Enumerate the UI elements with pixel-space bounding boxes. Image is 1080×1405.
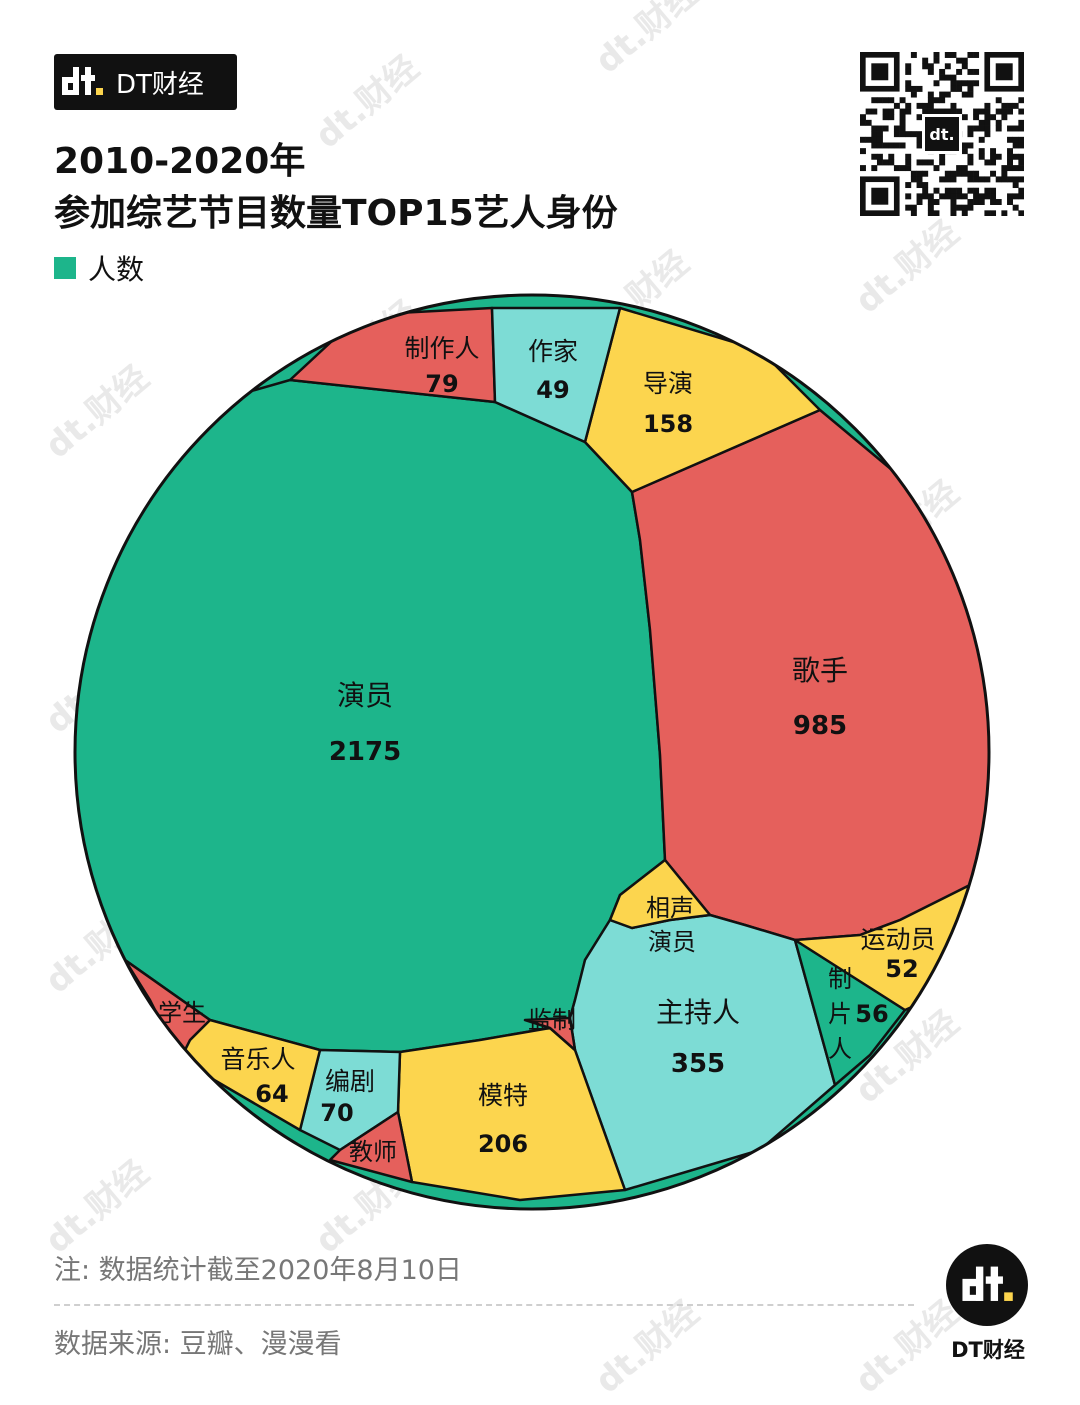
cell-value: 64 xyxy=(255,1080,288,1108)
cell-11 xyxy=(523,1016,577,1052)
cell-value: 985 xyxy=(793,711,847,741)
cell-label: 教师 xyxy=(349,1138,397,1166)
cell-label: 主持人 xyxy=(656,996,740,1029)
cell-label: 监制 xyxy=(528,1006,576,1034)
labels-group: 演员 2175 歌手 985 主持人 355 模特 206 导演 158 制作人 79 编剧 70 音乐人 6… xyxy=(158,334,936,1166)
dt-logo-icon xyxy=(54,54,110,110)
cell-label: 制 xyxy=(828,965,852,993)
brand-name: DT财经 xyxy=(116,69,204,100)
cell-label: 相声 xyxy=(646,894,694,922)
title-line-2: 参加综艺节目数量TOP15艺人身份 xyxy=(54,193,618,234)
cell-label: 制作人 xyxy=(404,334,479,363)
legend: 人数 xyxy=(54,248,144,288)
cell-label: 演员 xyxy=(648,928,696,956)
cell-value: 206 xyxy=(478,1130,528,1158)
cell-label: 作家 xyxy=(528,337,578,366)
cells-group xyxy=(75,295,989,1209)
cell-value: 79 xyxy=(425,370,458,398)
svg-text:dt.: dt. xyxy=(929,125,954,144)
cell-label: 歌手 xyxy=(792,654,848,687)
bottom-logo-text: DT财经 xyxy=(951,1338,1025,1362)
cell-value: 49 xyxy=(536,376,569,404)
cell-10 xyxy=(490,306,622,444)
chart-outline xyxy=(73,293,991,1211)
cell-label: 片 xyxy=(828,1000,852,1028)
cell-value: 70 xyxy=(320,1099,353,1127)
cell-value: 158 xyxy=(643,410,693,438)
cell-value: 56 xyxy=(855,1000,888,1028)
cell-label: 人 xyxy=(828,1035,852,1063)
cell-12 xyxy=(328,1110,414,1184)
title-line-1: 2010-2020年 xyxy=(54,141,306,182)
cell-label: 编剧 xyxy=(325,1067,375,1096)
cell-14 xyxy=(608,858,712,930)
cell-0 xyxy=(75,378,667,1054)
legend-label: 人数 xyxy=(88,253,145,286)
footnote: 注: 数据统计截至2020年8月10日 xyxy=(54,1255,462,1286)
cell-label: 运动员 xyxy=(860,925,935,954)
cell-value: 52 xyxy=(885,955,918,983)
legend-swatch xyxy=(54,257,76,279)
dt-logo-icon xyxy=(946,1244,1028,1326)
cell-label: 音乐人 xyxy=(220,1045,295,1074)
chart-title: 2010-2020年 参加综艺节目数量TOP15艺人身份 xyxy=(54,136,618,240)
cell-label: 学生 xyxy=(158,999,206,1027)
data-source: 数据来源: 豆瓣、漫漫看 xyxy=(54,1329,342,1360)
brand-badge: DT财经 xyxy=(54,54,237,110)
cell-value: 355 xyxy=(671,1049,725,1079)
cell-label: 演员 xyxy=(337,679,393,712)
cell-label: 模特 xyxy=(478,1081,528,1110)
divider xyxy=(54,1304,914,1306)
cell-value: 2175 xyxy=(329,737,401,767)
cell-label: 导演 xyxy=(643,369,693,398)
qr-code-icon: dt. xyxy=(860,52,1025,217)
